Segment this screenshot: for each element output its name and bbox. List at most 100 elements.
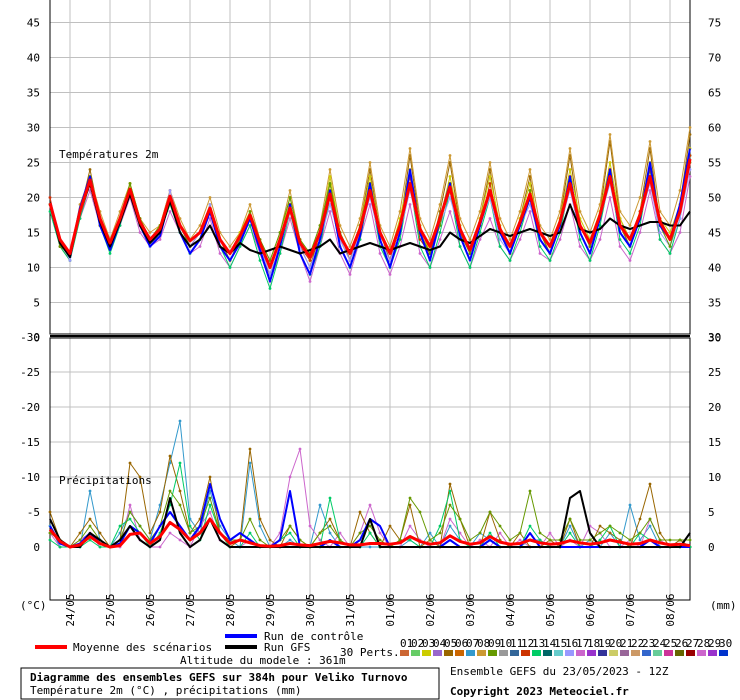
- prec-member-line-point: [128, 503, 132, 507]
- y-tick-left-temp: 20: [27, 192, 40, 205]
- temp-member-line-point: [558, 210, 562, 213]
- temp-member-line-point: [688, 126, 692, 129]
- prec-member-line-point: [468, 538, 472, 542]
- temp-member-line-point: [518, 210, 522, 213]
- temp-member-line-point: [528, 182, 532, 185]
- temp-member-line-point: [468, 266, 472, 269]
- temp-member-line-point: [288, 196, 292, 199]
- prec-member-line-point: [88, 489, 92, 493]
- temp-member-line-point: [648, 189, 652, 192]
- prec-member-line-point: [658, 531, 662, 535]
- legend-gfs-label: Run GFS: [264, 641, 310, 654]
- legend-pert-swatch: [433, 650, 442, 656]
- temp-member-line-point: [608, 161, 612, 164]
- legend-pert-number: 18: [587, 637, 600, 650]
- prec-member-line-point: [208, 496, 212, 500]
- prec-member-line-point: [578, 538, 582, 542]
- x-tick-label: 29/05: [264, 593, 277, 626]
- prec-member-line-point: [448, 489, 452, 493]
- temp-member-line-point: [658, 231, 662, 234]
- legend-pert-number: 11: [510, 637, 523, 650]
- prec-member-line-point: [638, 517, 642, 521]
- prec-member-line-point: [448, 482, 452, 486]
- y-tick-left-prec: -15: [20, 436, 40, 449]
- precipitation-frame: [49, 337, 691, 601]
- legend-pert-swatch: [543, 650, 552, 656]
- prec-member-line-point: [568, 517, 572, 521]
- temp-member-line-point: [248, 210, 252, 213]
- prec-member-line-point: [458, 517, 462, 521]
- temp-member-line-point: [478, 210, 482, 213]
- legend-pert-number: 21: [620, 637, 633, 650]
- temp-member-line-point: [208, 196, 212, 199]
- legend-pert-swatch: [686, 650, 695, 656]
- legend-pert-swatch: [466, 650, 475, 656]
- temp-member-line-point: [348, 245, 352, 248]
- temp-member-line-point: [68, 259, 72, 262]
- prec-member-line-point: [538, 531, 542, 535]
- temperature-series: [48, 126, 692, 290]
- prec-member-line-point: [208, 510, 212, 514]
- y-tick-left-temp: 25: [27, 157, 40, 170]
- x-tick-label: 31/05: [344, 593, 357, 626]
- temp-member-line-point: [368, 161, 372, 164]
- temp-member-line-point: [638, 231, 642, 234]
- legend-pert-swatch: [642, 650, 651, 656]
- prec-member-line-point: [648, 517, 652, 521]
- prec-member-line-point: [528, 524, 532, 528]
- legend-pert-swatch: [554, 650, 563, 656]
- prec-member-line-point: [88, 538, 92, 542]
- y-tick-right-temp: 60: [708, 122, 721, 135]
- prec-member-line-point: [688, 538, 692, 542]
- legend-pert-swatch: [598, 650, 607, 656]
- temp-member-line-point: [478, 231, 482, 234]
- legend-pert-number: 08: [477, 637, 490, 650]
- temp-member-line-point: [628, 252, 632, 255]
- temp-member-line-point: [538, 252, 542, 255]
- prec-member-line-point: [518, 531, 522, 535]
- x-tick-label: 06/06: [584, 593, 597, 626]
- temp-member-line-point: [508, 259, 512, 262]
- temp-member-line-point: [528, 168, 532, 171]
- title-box: [20, 667, 440, 700]
- legend-pert-number: 15: [554, 637, 567, 650]
- x-tick-label: 02/06: [424, 593, 437, 626]
- y-tick-left-temp: 10: [27, 262, 40, 275]
- legend-pert-swatch: [565, 650, 574, 656]
- prec-member-line-point: [448, 503, 452, 507]
- prec-member-line-point: [98, 531, 102, 535]
- legend-pert-swatch: [400, 650, 409, 656]
- temp-member-line-point: [328, 168, 332, 171]
- legend-pert-swatch: [664, 650, 673, 656]
- prec-member-line-point: [478, 531, 482, 535]
- prec-member-line-point: [368, 531, 372, 535]
- prec-member-line-point: [638, 538, 642, 542]
- prec-member-line-point: [128, 461, 132, 465]
- legend-pert-swatch: [609, 650, 618, 656]
- temp-member-line-point: [408, 147, 412, 150]
- y-tick-left-temp: 0: [33, 332, 40, 345]
- temp-member-line-point: [678, 189, 682, 192]
- prec-member-line-point: [288, 524, 292, 528]
- legend-pert-swatch: [708, 650, 717, 656]
- x-tick-label: 27/05: [184, 593, 197, 626]
- temp-member-line-point: [268, 287, 272, 290]
- y-tick-right-prec: 30: [708, 331, 721, 344]
- prec-member-line-point: [638, 531, 642, 535]
- temp-member-line-point: [578, 210, 582, 213]
- temp-member-line-point: [568, 147, 572, 150]
- temp-member-line-point: [488, 161, 492, 164]
- prec-member-line-point: [128, 517, 132, 521]
- altitude-label: Altitude du modele : 361m: [180, 654, 346, 667]
- prec-member-line-point: [78, 538, 82, 542]
- y-tick-left-temp: 30: [27, 122, 40, 135]
- legend-pert-number: 09: [488, 637, 501, 650]
- prec-member-line-point: [628, 503, 632, 507]
- temp-member-line-point: [568, 168, 572, 171]
- prec-member-line-point: [588, 538, 592, 542]
- temp-member-line-point: [628, 259, 632, 262]
- legend-pert-swatch: [499, 650, 508, 656]
- temp-member-line-point: [258, 259, 262, 262]
- legend-pert-swatch: [510, 650, 519, 656]
- y-tick-left-prec: -25: [20, 366, 40, 379]
